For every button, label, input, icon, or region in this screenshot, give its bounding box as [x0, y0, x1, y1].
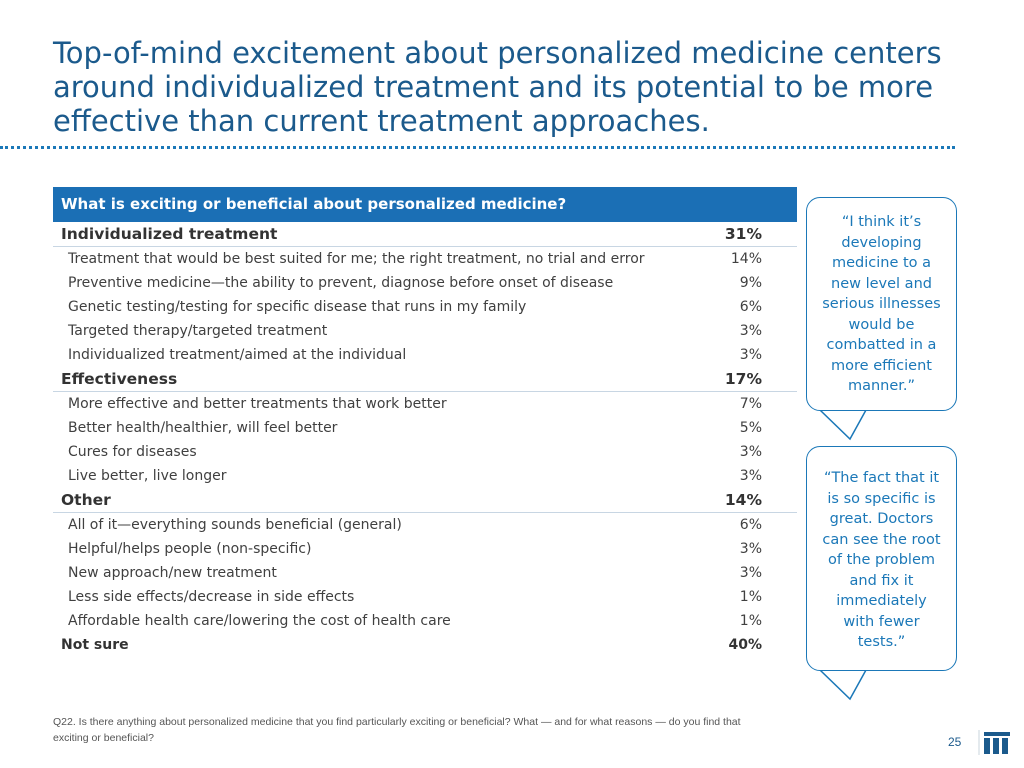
row-label: All of it—everything sounds beneficial (… [68, 517, 402, 533]
category-row-individualized: Individualized treatment 31% [53, 222, 797, 247]
row-label: More effective and better treatments tha… [68, 396, 447, 412]
row-value: 3% [739, 444, 762, 460]
quote-line: tests.” [857, 634, 906, 650]
slide-title: Top-of-mind excitement about personalize… [53, 36, 953, 138]
category-value: 17% [724, 370, 762, 388]
row-value: 3% [739, 323, 762, 339]
quote-line: with fewer [843, 613, 920, 630]
row-value: 3% [739, 468, 762, 484]
row-value: 3% [739, 541, 762, 557]
company-logo-icon [978, 730, 1010, 755]
row-value: 7% [739, 396, 762, 412]
footnote-line: Q22. Is there anything about personalize… [53, 716, 741, 728]
row-label: Live better, live longer [68, 468, 227, 484]
category-row-other: Other 14% [53, 488, 797, 513]
row-value: 1% [739, 613, 762, 629]
quote-line: more efficient [831, 357, 932, 374]
row-label: Less side effects/decrease in side effec… [68, 589, 355, 605]
quote-line: “I think it’s [841, 214, 922, 230]
speech-bubble-tail-icon [818, 408, 868, 441]
table-row: Treatment that would be best suited for … [53, 247, 797, 271]
quote-line: manner.” [847, 378, 916, 394]
quote-line: is so specific is [827, 490, 936, 507]
quote-line: and fix it [849, 572, 914, 589]
title-divider [0, 146, 955, 149]
category-label: Effectiveness [61, 370, 178, 388]
quote-line: developing [841, 234, 922, 251]
quote-line: combatted in a [826, 337, 937, 353]
row-label: Helpful/helps people (non-specific) [68, 541, 312, 557]
row-value: 3% [739, 347, 762, 363]
table-row: Targeted therapy/targeted treatment 3% [53, 319, 797, 343]
table-row: Helpful/helps people (non-specific) 3% [53, 537, 797, 561]
quote-line: of the problem [828, 552, 935, 568]
row-value: 9% [739, 275, 762, 291]
page-number: 25 [948, 735, 962, 749]
category-row-effectiveness: Effectiveness 17% [53, 367, 797, 392]
table-row: All of it—everything sounds beneficial (… [53, 513, 797, 537]
row-value: 6% [739, 299, 762, 315]
row-label: Treatment that would be best suited for … [68, 251, 645, 267]
footnote-line: exciting or beneficial? [53, 732, 154, 744]
row-label: Targeted therapy/targeted treatment [68, 323, 328, 339]
row-label: Individualized treatment/aimed at the in… [68, 347, 407, 363]
table-row: New approach/new treatment 3% [53, 561, 797, 585]
title-line: effective than current treatment approac… [53, 104, 710, 138]
title-line: Top-of-mind excitement about personalize… [53, 36, 942, 70]
quote-bubble-1: “I think it’s developing medicine to a n… [806, 197, 957, 411]
category-value: 31% [724, 225, 762, 243]
row-value: 6% [739, 517, 762, 533]
row-value: 14% [730, 251, 762, 267]
table-row: Cures for diseases 3% [53, 440, 797, 464]
quote-line: new level and [831, 275, 932, 292]
category-label: Other [61, 491, 111, 509]
quote-line: great. Doctors [829, 511, 934, 527]
row-label: Genetic testing/testing for specific dis… [68, 299, 527, 315]
row-label: Preventive medicine—the ability to preve… [68, 275, 614, 291]
quote-line: serious illnesses [822, 296, 941, 312]
quote-line: “The fact that it [823, 470, 940, 486]
quote-bubble-2: “The fact that it is so specific is grea… [806, 446, 957, 671]
row-value: 3% [739, 565, 762, 581]
title-line: around individualized treatment and its … [53, 70, 934, 104]
category-label: Individualized treatment [61, 225, 278, 243]
table-row: Less side effects/decrease in side effec… [53, 585, 797, 609]
table-row: Genetic testing/testing for specific dis… [53, 295, 797, 319]
quote-line: can see the root [822, 531, 941, 548]
question-footnote: Q22. Is there anything about personalize… [53, 714, 853, 746]
table-header: What is exciting or beneficial about per… [53, 187, 797, 222]
row-label: Cures for diseases [68, 444, 197, 460]
row-label: Better health/healthier, will feel bette… [68, 420, 338, 436]
not-sure-row: Not sure 40% [53, 633, 797, 657]
row-label: Affordable health care/lowering the cost… [68, 613, 451, 629]
row-label: New approach/new treatment [68, 565, 277, 581]
table-row: Individualized treatment/aimed at the in… [53, 343, 797, 367]
quote-line: immediately [836, 593, 927, 609]
quote-line: would be [848, 316, 915, 333]
table-row: Live better, live longer 3% [53, 464, 797, 488]
speech-bubble-tail-icon [818, 668, 868, 701]
table-row: Preventive medicine—the ability to preve… [53, 271, 797, 295]
table-row: Affordable health care/lowering the cost… [53, 609, 797, 633]
row-value: 40% [728, 637, 762, 653]
category-value: 14% [724, 491, 762, 509]
quote-line: medicine to a [831, 255, 932, 271]
results-table: What is exciting or beneficial about per… [53, 187, 797, 657]
row-value: 5% [739, 420, 762, 436]
table-row: Better health/healthier, will feel bette… [53, 416, 797, 440]
row-label: Not sure [61, 637, 129, 653]
table-row: More effective and better treatments tha… [53, 392, 797, 416]
row-value: 1% [739, 589, 762, 605]
